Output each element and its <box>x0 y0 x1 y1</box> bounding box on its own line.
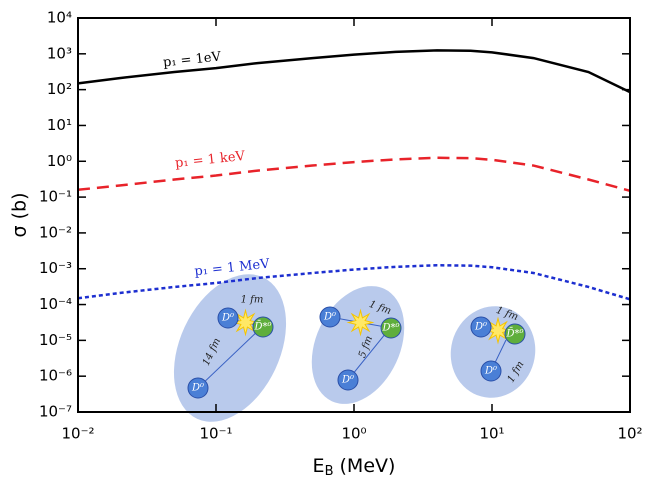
x-axis-label: EB (MeV) <box>313 455 396 479</box>
particle-label: D⁰ <box>323 312 336 323</box>
x-tick-label: 10² <box>617 425 642 443</box>
x-tick-label: 10⁰ <box>341 425 366 443</box>
x-tick-label: 10⁻² <box>61 425 94 443</box>
particle <box>504 323 526 345</box>
y-tick-label: 10⁻⁷ <box>39 403 72 421</box>
particle <box>480 360 502 382</box>
y-tick-label: 10⁰ <box>47 152 72 170</box>
y-tick-label: 10¹ <box>47 116 72 134</box>
particle-label: D⁰ <box>221 313 234 324</box>
series-label: p₁ = 1 keV <box>174 149 246 171</box>
particle <box>470 316 492 338</box>
particle <box>252 316 274 338</box>
y-tick-label: 10⁴ <box>47 9 72 27</box>
inset-bubble <box>311 286 405 404</box>
inset-bubble <box>450 306 536 398</box>
particle <box>217 307 239 329</box>
particle <box>319 306 341 328</box>
particle <box>187 377 209 399</box>
x-tick-label: 10⁻¹ <box>199 425 232 443</box>
x-tick-label: 10¹ <box>479 425 504 443</box>
series-line <box>77 49 631 94</box>
y-tick-label: 10² <box>47 80 72 98</box>
distance-label: 1 fm <box>241 295 264 306</box>
x-label-sub: B <box>325 464 334 479</box>
particle-label: D*⁰ <box>381 323 399 334</box>
series-line <box>77 156 631 192</box>
collision-flash <box>346 308 375 337</box>
particle-label: D̄*⁰ <box>253 321 271 333</box>
particle-label: D⁰ <box>341 375 354 386</box>
y-tick-label: 10⁻⁴ <box>39 295 72 313</box>
y-axis-label: σ (b) <box>9 193 31 238</box>
particle <box>337 369 359 391</box>
particle-label: D⁰ <box>474 322 487 333</box>
y-tick-label: 10⁻⁵ <box>39 331 72 349</box>
particle-label: D⁰ <box>484 366 497 377</box>
x-label-unit: (MeV) <box>333 455 395 477</box>
plot-frame <box>77 17 631 413</box>
particle <box>380 317 402 339</box>
series-line <box>77 264 631 301</box>
series-label: p₁ = 1eV <box>162 49 222 70</box>
distance-arrow <box>347 327 391 381</box>
y-tick-label: 10⁻³ <box>39 259 72 277</box>
distance-arrow <box>197 326 263 389</box>
y-tick-label: 10³ <box>47 44 72 62</box>
y-tick-label: 10⁻¹ <box>39 188 72 206</box>
x-label-main: E <box>313 455 325 477</box>
particle-label: D̄*⁰ <box>505 328 523 340</box>
particle-label: D⁰ <box>191 383 204 394</box>
y-tick-label: 10⁻⁶ <box>39 367 72 385</box>
y-tick-label: 10⁻² <box>39 223 72 241</box>
